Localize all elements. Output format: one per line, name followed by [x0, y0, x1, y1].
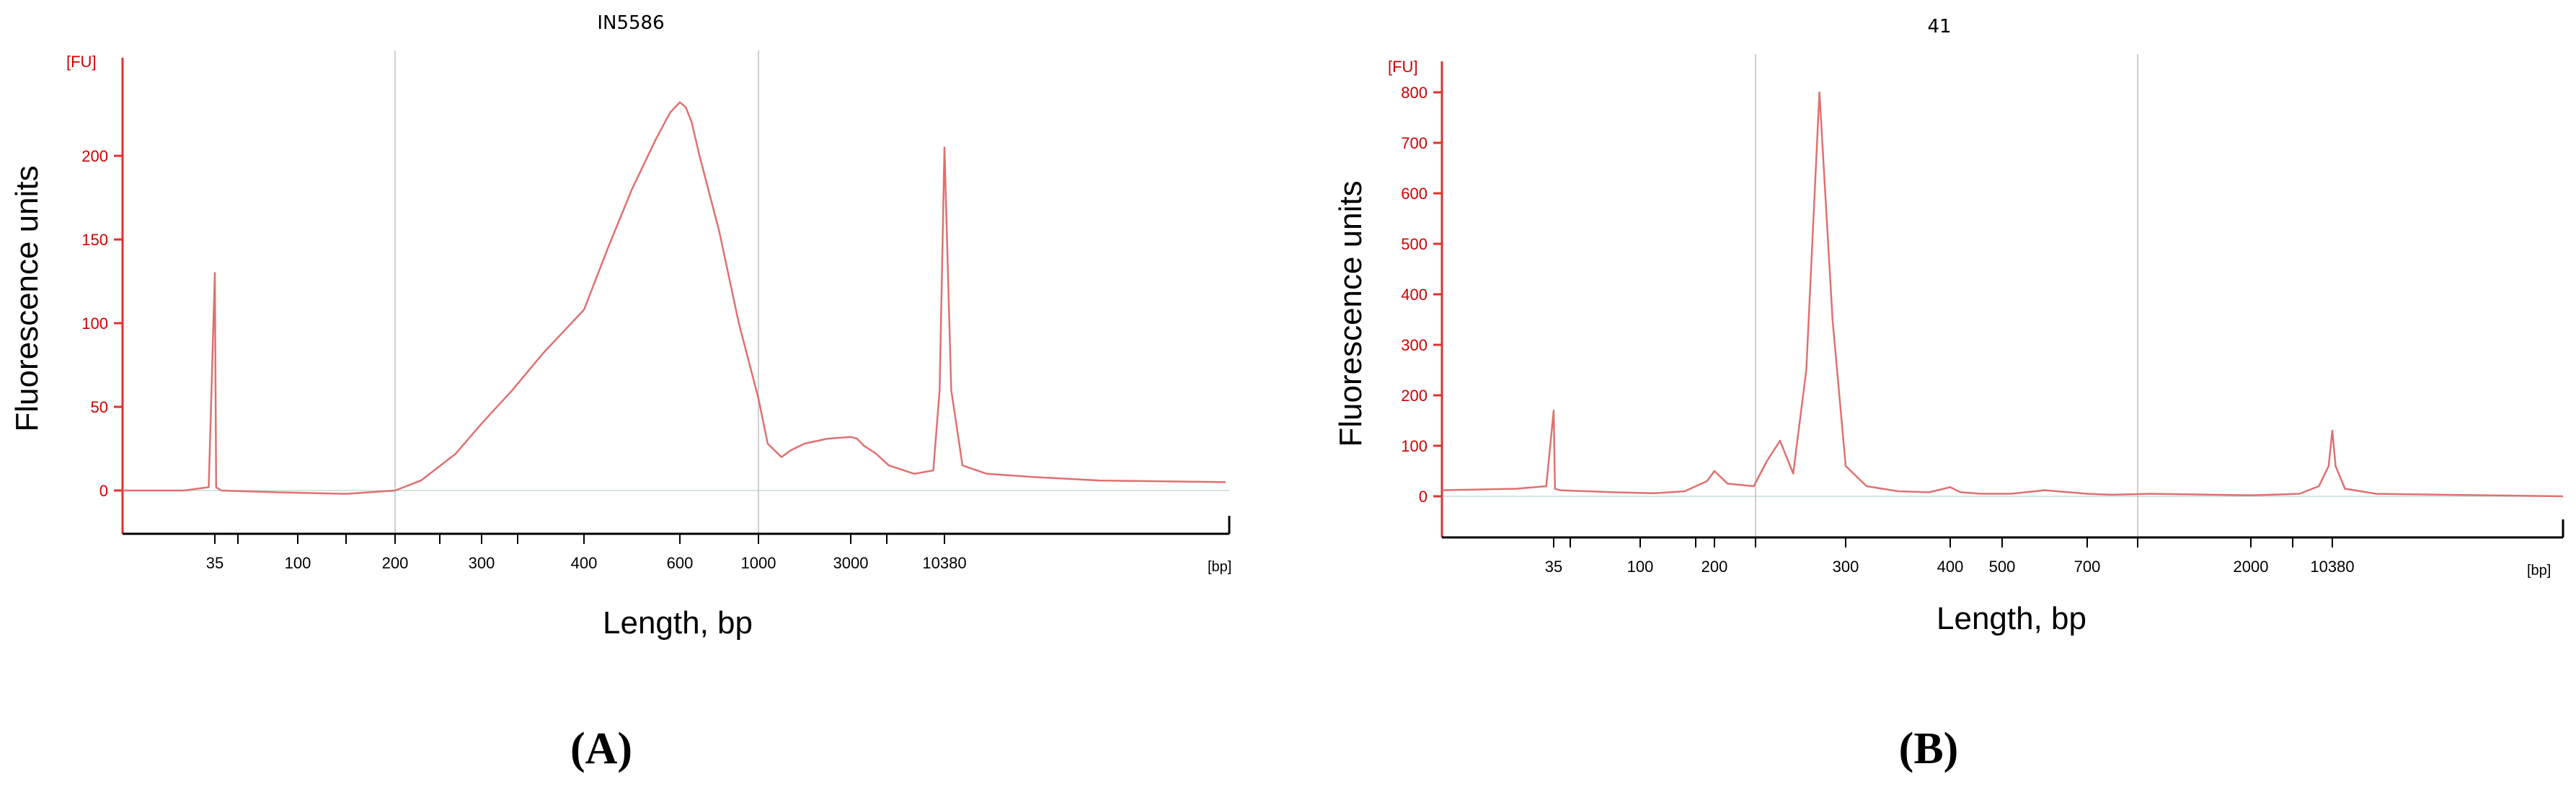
panel-a-x-axis-label: Length, bp [603, 605, 753, 641]
y-tick-label: 200 [1401, 387, 1428, 405]
y-tick-label: 100 [1401, 437, 1428, 455]
panel-a-x-unit: [bp] [1208, 559, 1231, 575]
x-tick-label: 200 [382, 554, 409, 572]
electropherogram-trace [123, 101, 1226, 495]
y-tick-label: 600 [1401, 185, 1428, 203]
x-tick-label: 300 [469, 554, 495, 572]
panel-b-y-unit: [FU] [1388, 58, 1418, 76]
x-tick-label: 500 [1989, 558, 2016, 576]
x-tick-label: 2000 [2234, 558, 2269, 576]
y-tick-label: 100 [81, 315, 108, 333]
x-tick-label: 10380 [922, 554, 966, 572]
x-tick-label: 10380 [2310, 558, 2354, 576]
panel-a-letter: (A) [570, 724, 632, 773]
panel-a-y-unit: [FU] [66, 53, 97, 71]
panel-a-title: IN5586 [597, 12, 664, 34]
y-tick-label: 0 [1419, 488, 1428, 506]
x-tick-label: 300 [1833, 558, 1859, 576]
y-tick-label: 200 [81, 147, 108, 165]
x-tick-label: 700 [2074, 558, 2101, 576]
y-tick-label: 800 [1401, 84, 1428, 102]
y-tick-label: 50 [91, 398, 108, 416]
panel-b-chart: 41 [FU] Fluorescence units Length, bp [b… [1333, 16, 2564, 773]
y-tick-label: 150 [81, 231, 108, 249]
panel-b-letter: (B) [1899, 724, 1959, 773]
x-tick-label: 1000 [741, 554, 776, 572]
x-tick-label: 3000 [833, 554, 869, 572]
x-tick-label: 400 [571, 554, 598, 572]
y-tick-label: 500 [1401, 235, 1428, 253]
y-tick-label: 300 [1401, 336, 1428, 354]
x-tick-label: 200 [1701, 558, 1728, 576]
x-tick-label: 400 [1937, 558, 1964, 576]
y-tick-label: 400 [1401, 286, 1428, 304]
panel-b-y-axis-label: Fluorescence units [1333, 180, 1368, 447]
panel-b-title: 41 [1927, 16, 1951, 38]
y-tick-label: 0 [99, 482, 108, 500]
panel-a-y-axis-label: Fluorescence units [9, 165, 45, 431]
x-tick-label: 100 [1627, 558, 1654, 576]
x-tick-label: 600 [667, 554, 694, 572]
panel-b-x-unit: [bp] [2527, 563, 2551, 579]
x-tick-label: 35 [206, 554, 223, 572]
x-tick-label: 100 [285, 554, 311, 572]
y-tick-label: 700 [1401, 134, 1428, 152]
panel-b-x-axis-label: Length, bp [1937, 601, 2086, 636]
x-tick-label: 35 [1545, 558, 1562, 576]
electropherogram-trace [1441, 91, 2564, 498]
panel-a-chart: IN5586 [FU] Fluorescence units Length, b… [9, 12, 1231, 773]
